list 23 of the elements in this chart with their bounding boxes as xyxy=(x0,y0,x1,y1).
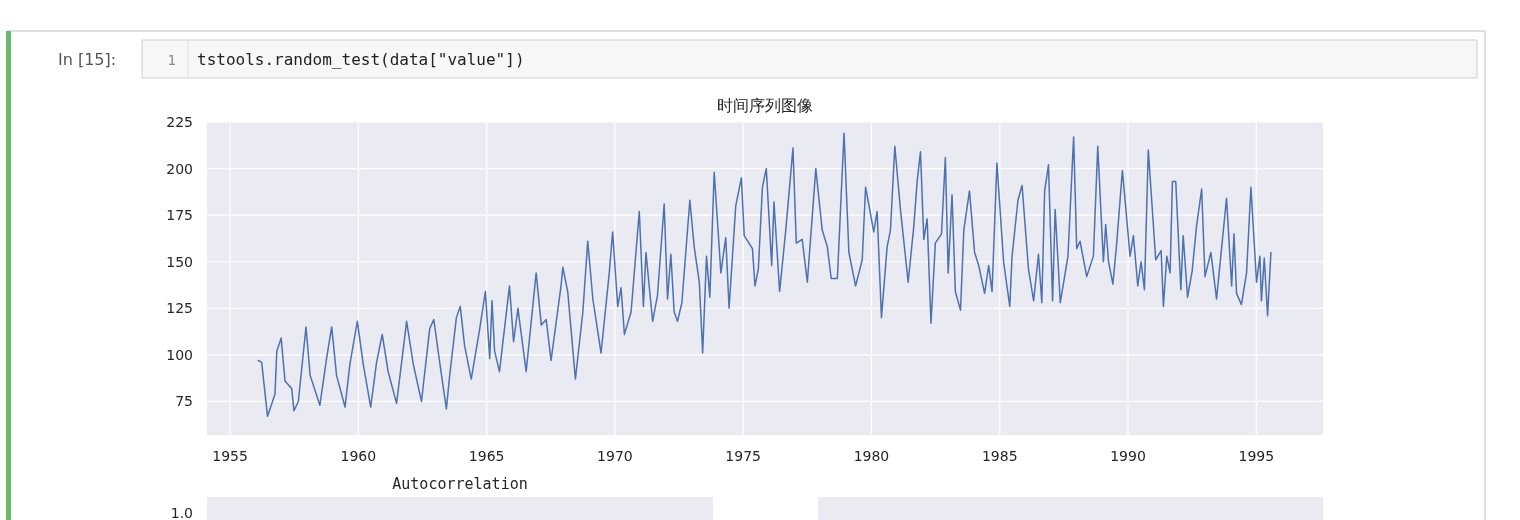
x-tick-label: 1955 xyxy=(212,448,248,464)
x-tick-label: 1995 xyxy=(1238,448,1275,464)
chart-title: 时间序列图像 xyxy=(717,96,813,115)
text: In [15]: xyxy=(58,50,117,69)
x-tick-label: 1985 xyxy=(981,448,1018,464)
x-tick-label: 1975 xyxy=(725,448,762,464)
x-tick-label: 1980 xyxy=(853,448,890,464)
x-tick-label: 1970 xyxy=(597,448,633,464)
y-tick-label: 175 xyxy=(166,207,193,224)
text: Autocorrelation xyxy=(392,475,528,493)
line-series xyxy=(257,132,1272,418)
text: 1 xyxy=(167,52,176,68)
x-tick-label: 1965 xyxy=(468,448,505,464)
x-tick-label: 1960 xyxy=(340,448,377,464)
x-tick-label: 1990 xyxy=(1110,448,1146,464)
y-tick-label: 150 xyxy=(166,253,193,270)
text: 1.0 xyxy=(170,505,193,520)
y-tick-label: 125 xyxy=(166,300,193,317)
y-tick-label: 200 xyxy=(166,160,193,177)
text: tstools.random_test(data["value"]) xyxy=(197,50,525,69)
y-tick-label: 75 xyxy=(175,393,193,410)
y-tick-label: 225 xyxy=(166,114,193,130)
y-tick-label: 100 xyxy=(166,346,193,363)
